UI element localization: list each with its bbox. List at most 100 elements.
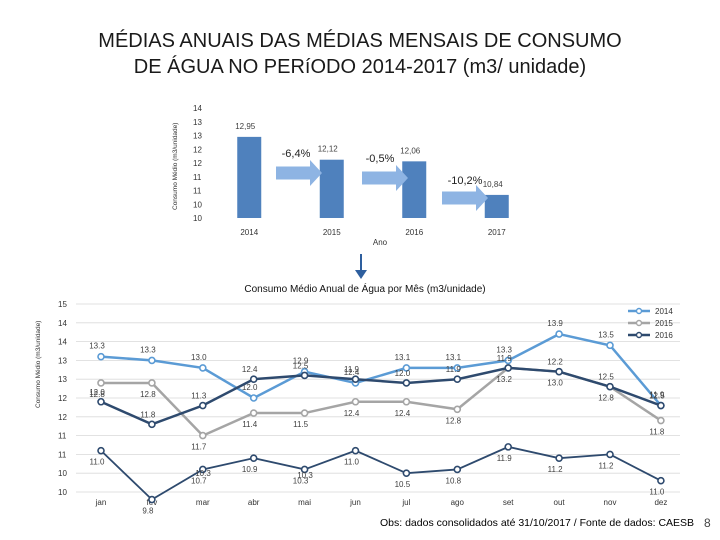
point-label: 11.4 (242, 420, 258, 429)
bar-x-tick: 2017 (488, 228, 506, 237)
line-chart-title: Consumo Médio Anual de Água por Mês (m3/… (244, 282, 485, 295)
change-annotation: -6,4% (282, 148, 311, 160)
point-label: 13.1 (395, 353, 411, 362)
point-2016 (97, 397, 105, 406)
point-label: 12.8 (89, 390, 105, 399)
bar-y-tick: 13 (193, 118, 202, 127)
point-label: 13.5 (598, 330, 614, 339)
series-line-2016 (100, 366, 662, 426)
point-label: 11.9 (344, 365, 360, 374)
point-2015 (249, 409, 258, 417)
bar-2014 (237, 136, 262, 218)
point-label: 11.0 (90, 458, 106, 467)
bar-y-tick: 12 (193, 145, 202, 154)
bar-value-label: 12,12 (318, 145, 339, 154)
point-2015 (402, 397, 411, 406)
point-label: 12.0 (242, 383, 258, 392)
line-y-axis-title: Consumo Médio (m3/unidade) (35, 321, 42, 408)
point-label: 11.8 (649, 428, 665, 437)
legend-marker-2016 (635, 331, 643, 339)
point-2017 (199, 465, 207, 474)
point-label: 13.3 (496, 345, 512, 354)
point-2015 (97, 379, 105, 387)
point-label: 13.3 (140, 345, 156, 354)
point-label: 12.4 (344, 368, 360, 377)
point-label: 9.8 (142, 507, 154, 516)
point-2017 (504, 443, 513, 451)
line-y-tick: 14 (58, 319, 67, 328)
point-2015 (453, 405, 462, 414)
point-label: 13.2 (496, 375, 512, 384)
point-2014 (199, 364, 207, 372)
point-label: 12.9 (293, 357, 309, 366)
legend-marker-2015 (635, 319, 643, 327)
point-2016 (606, 382, 614, 391)
point-2014 (606, 341, 614, 350)
line-y-tick: 12 (58, 413, 67, 422)
point-label: 12.5 (293, 361, 309, 370)
bar-2015 (319, 159, 344, 218)
legend-label: 2016 (655, 331, 673, 340)
point-label: 11.7 (191, 443, 207, 452)
point-label: 11.9 (497, 454, 513, 463)
point-2014 (453, 364, 462, 372)
point-2016 (555, 367, 563, 376)
point-2014 (555, 330, 563, 338)
bar-2016 (402, 161, 427, 218)
bar-x-tick: 2014 (240, 228, 258, 237)
point-label: 13.9 (547, 319, 563, 328)
connector-arrow-icon (355, 270, 367, 279)
point-2016 (402, 379, 411, 387)
point-2017 (148, 495, 156, 504)
point-label: 12.4 (242, 365, 258, 374)
decrease-arrow-1 (276, 160, 322, 186)
bar-y-axis-title: Consumo Médio (m3/unidade) (172, 123, 179, 210)
point-label: 10.9 (242, 465, 258, 474)
point-label: 11.5 (293, 420, 309, 429)
line-y-tick: 13 (58, 356, 67, 365)
bar-y-tick: 14 (193, 104, 202, 113)
point-label: 11.0 (649, 488, 665, 497)
line-x-tick: dez (654, 498, 667, 507)
point-2015 (351, 397, 360, 406)
point-2016 (657, 401, 665, 410)
point-2016 (249, 375, 258, 384)
point-label: 10.7 (191, 476, 207, 485)
line-x-tick: ago (451, 498, 465, 507)
line-y-tick: 12 (58, 394, 67, 403)
point-2017 (249, 454, 258, 462)
line-x-tick: jul (401, 498, 410, 507)
point-2016 (199, 401, 207, 410)
legend-label: 2014 (655, 307, 673, 316)
point-label: 12.5 (598, 373, 614, 382)
bar-x-tick: 2015 (323, 228, 341, 237)
legend-marker-2014 (635, 307, 643, 315)
series-line-2014 (100, 332, 662, 407)
line-x-tick: abr (248, 498, 260, 507)
point-label: 13.0 (191, 353, 207, 362)
point-2017 (453, 465, 462, 474)
point-label: 13.0 (547, 379, 563, 388)
line-y-tick: 10 (58, 469, 67, 478)
point-label: 12.8 (140, 390, 156, 399)
page-title: MÉDIAS ANUAIS DAS MÉDIAS MENSAIS DE CONS… (40, 28, 680, 80)
point-2016 (148, 420, 156, 429)
point-label: 12.2 (547, 358, 563, 367)
bar-y-tick: 11 (193, 173, 202, 182)
point-label: 10.3 (195, 469, 211, 478)
series-line-2017 (100, 445, 662, 501)
legend-label: 2015 (655, 319, 673, 328)
point-2016 (504, 364, 513, 372)
line-y-tick: 15 (58, 300, 67, 309)
point-label: 12.0 (395, 369, 411, 378)
line-y-tick: 11 (58, 450, 67, 459)
line-x-tick: set (503, 498, 514, 507)
point-2015 (148, 379, 156, 387)
line-x-tick: jan (95, 498, 107, 507)
line-y-tick: 13 (58, 375, 67, 384)
point-label: 10.3 (293, 476, 309, 485)
point-2016 (453, 375, 462, 384)
decrease-arrow-3 (442, 185, 488, 211)
point-label: 11.3 (191, 392, 207, 401)
